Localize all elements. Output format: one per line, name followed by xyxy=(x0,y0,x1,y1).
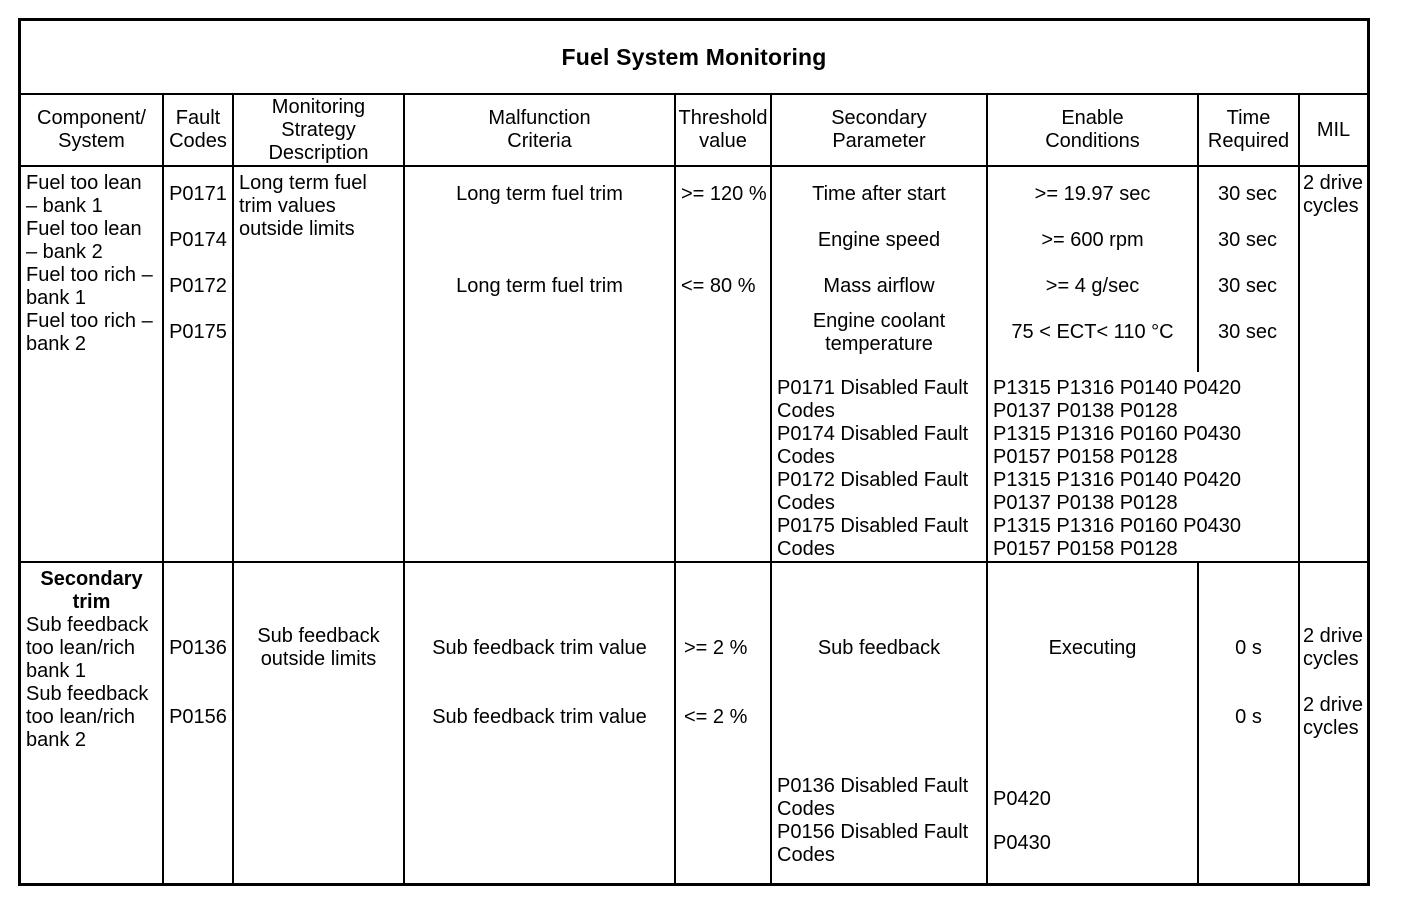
table-title-row: Fuel System Monitoring xyxy=(21,21,1367,93)
mil-value-bank1: 2 drive cycles xyxy=(1303,625,1364,670)
fault-code-p0156: P0156 xyxy=(169,706,227,728)
time-required-list: 30 sec 30 sec 30 sec 30 sec xyxy=(1218,183,1277,343)
cell-component-system: Fuel too lean – bank 1 Fuel too lean – b… xyxy=(21,167,162,561)
threshold-rich: <= 80 % xyxy=(681,275,756,297)
criteria-bank2: Sub feedback trim value xyxy=(432,706,647,728)
param-time-after-start: Time after start xyxy=(812,183,946,205)
column-header-time-required: Time Required xyxy=(1197,95,1298,165)
mil-value: 2 drive cycles xyxy=(1303,172,1364,217)
column-header-component-system: Component/ System xyxy=(37,107,146,152)
cell-secondary-parameter: Sub feedback P0136 Disabled Fault Codes … xyxy=(770,563,986,883)
fault-code-p0136: P0136 xyxy=(169,637,227,659)
column-header-mil: MIL xyxy=(1298,95,1367,165)
cell-time-required: 0 s 0 s xyxy=(1197,563,1298,883)
threshold-lean: >= 120 % xyxy=(681,183,767,205)
param-engine-coolant-temperature: Engine coolant temperature xyxy=(812,310,946,355)
cell-threshold-value: >= 2 % <= 2 % xyxy=(674,563,770,883)
column-header-monitoring-strategy: Monitoring Strategy Description xyxy=(232,95,403,165)
column-header-fault-codes: Fault Codes xyxy=(162,95,232,165)
enable-engine-speed: >= 600 rpm xyxy=(1041,229,1144,251)
param-sub-feedback: Sub feedback xyxy=(817,637,941,659)
cell-malfunction-criteria: Long term fuel trim Long term fuel trim xyxy=(403,167,674,561)
component-heading: Secondary trim xyxy=(40,568,143,613)
cell-mil: 2 drive cycles 2 drive cycles xyxy=(1298,563,1367,883)
criteria-rich: Long term fuel trim xyxy=(456,275,623,297)
table-row-secondary-trim: Secondary trim Sub feedback too lean/ric… xyxy=(21,561,1367,883)
param-engine-speed: Engine speed xyxy=(817,229,941,251)
disabled-enable-code-p0420: P0420 xyxy=(993,788,1051,810)
cell-mil: 2 drive cycles xyxy=(1298,167,1367,561)
criteria-lean: Long term fuel trim xyxy=(456,183,623,205)
column-header-malfunction-criteria: Malfunction Criteria xyxy=(403,95,674,165)
fault-code-list: P0171 P0174 P0172 P0175 xyxy=(169,183,227,343)
column-header-threshold-value: Threshold value xyxy=(674,95,770,165)
component-entries: Fuel too lean – bank 1 Fuel too lean – b… xyxy=(26,172,153,355)
table-header-row: Component/ System Fault Codes Monitoring… xyxy=(21,93,1367,165)
partial-column-divider xyxy=(1197,167,1199,372)
threshold-bank1: >= 2 % xyxy=(684,637,748,659)
cell-component-system: Secondary trim Sub feedback too lean/ric… xyxy=(21,563,162,883)
cell-fault-codes: P0171 P0174 P0172 P0175 xyxy=(162,167,232,561)
mil-value-bank2: 2 drive cycles xyxy=(1303,694,1364,739)
table-row-fuel-trim: Fuel too lean – bank 1 Fuel too lean – b… xyxy=(21,165,1367,561)
cell-enable-conditions: >= 19.97 sec >= 600 rpm >= 4 g/sec 75 < … xyxy=(986,167,1241,561)
cell-time-required: 30 sec 30 sec 30 sec 30 sec xyxy=(1197,167,1298,561)
disabled-fault-codes-list: P0171 Disabled Fault Codes P0174 Disable… xyxy=(777,377,969,560)
cell-enable-conditions: Executing P0420 P0430 xyxy=(986,563,1197,883)
strategy-description: Sub feedback outside limits xyxy=(257,625,380,670)
threshold-bank2: <= 2 % xyxy=(684,706,748,728)
disabled-enable-codes-list: P1315 P1316 P0140 P0420 P0137 P0138 P012… xyxy=(993,377,1241,560)
enable-executing: Executing xyxy=(1048,637,1137,659)
cell-monitoring-strategy: Long term fuel trim values outside limit… xyxy=(232,167,403,561)
criteria-bank1: Sub feedback trim value xyxy=(432,637,647,659)
column-header-secondary-parameter: Secondary Parameter xyxy=(770,95,986,165)
time-required-bank1: 0 s xyxy=(1235,637,1262,659)
enable-mass-airflow: >= 4 g/sec xyxy=(1045,275,1140,297)
cell-secondary-parameter: Time after start Engine speed Mass airfl… xyxy=(770,167,986,561)
cell-malfunction-criteria: Sub feedback trim value Sub feedback tri… xyxy=(403,563,674,883)
enable-time-after-start: >= 19.97 sec xyxy=(1034,183,1151,205)
strategy-description: Long term fuel trim values outside limit… xyxy=(239,172,367,240)
cell-monitoring-strategy: Sub feedback outside limits xyxy=(232,563,403,883)
table-title: Fuel System Monitoring xyxy=(561,43,827,70)
time-required-bank2: 0 s xyxy=(1235,706,1262,728)
cell-threshold-value: >= 120 % <= 80 % xyxy=(674,167,770,561)
disabled-fault-codes-list: P0136 Disabled Fault Codes P0156 Disable… xyxy=(777,775,969,866)
column-header-enable-conditions: Enable Conditions xyxy=(986,95,1197,165)
fuel-system-monitoring-table: Fuel System Monitoring Component/ System… xyxy=(18,18,1370,886)
cell-fault-codes: P0136 P0156 xyxy=(162,563,232,883)
param-mass-airflow: Mass airflow xyxy=(823,275,935,297)
enable-ect-range: 75 < ECT< 110 °C xyxy=(1011,321,1174,343)
component-entries: Sub feedback too lean/rich bank 1 Sub fe… xyxy=(26,614,149,751)
disabled-enable-code-p0430: P0430 xyxy=(993,832,1051,854)
